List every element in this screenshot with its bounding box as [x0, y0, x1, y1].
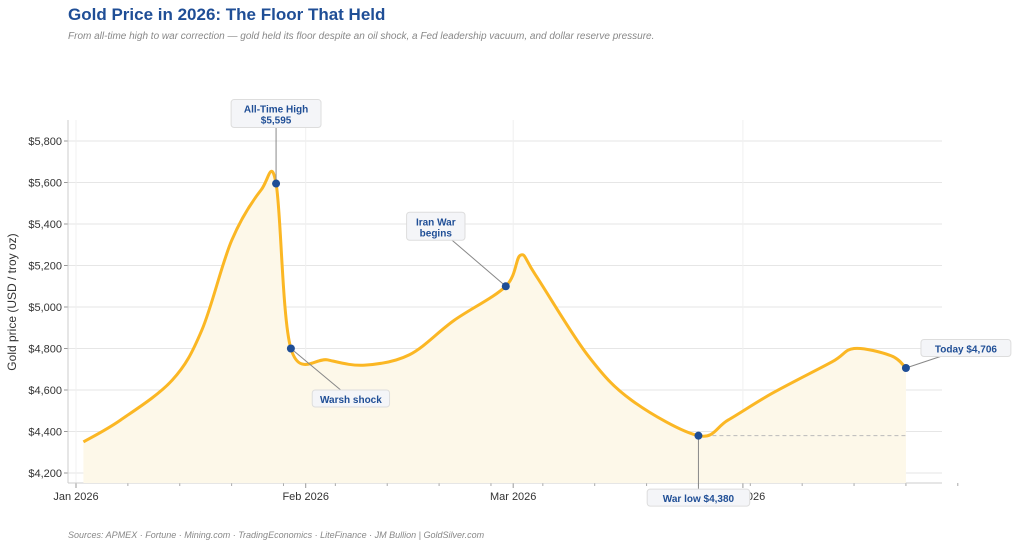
- annotation-box: [646, 488, 751, 507]
- chart-subtitle: From all-time high to war correction — g…: [68, 31, 655, 42]
- y-axis-label: Gold price (USD / troy oz): [5, 233, 19, 370]
- x-tick-label: Feb 2026: [282, 491, 328, 503]
- annotation-marker: [286, 344, 295, 353]
- annotation-marker: [901, 364, 910, 373]
- y-tick-label: $4,600: [28, 385, 62, 397]
- annotation-box: [920, 339, 1012, 358]
- annotation-label: All-Time High: [244, 105, 308, 116]
- annotation-marker: [694, 431, 703, 440]
- chart-title: Gold Price in 2026: The Floor That Held: [68, 5, 386, 24]
- annotation-marker: [272, 179, 281, 188]
- y-tick-label: $4,800: [28, 344, 62, 356]
- source-note: Sources: APMEX · Fortune · Mining.com · …: [68, 530, 485, 540]
- y-tick-label: $4,200: [28, 468, 62, 480]
- x-tick-label: Jan 2026: [53, 491, 98, 503]
- annotation-label: War low $4,380: [663, 494, 735, 505]
- annotation-label: begins: [420, 228, 453, 239]
- annotation-label: Today $4,706: [935, 345, 998, 356]
- annotation-box: [230, 99, 322, 129]
- annotation-box: [311, 389, 391, 408]
- y-tick-label: $5,200: [28, 261, 62, 273]
- x-tick-label: Mar 2026: [490, 491, 536, 503]
- annotation-label: Warsh shock: [320, 395, 382, 406]
- area-fill: [83, 171, 906, 483]
- y-tick-label: $5,800: [28, 136, 62, 148]
- annotation-marker: [501, 282, 510, 291]
- annotation-label: Iran War: [416, 217, 456, 228]
- annotation-label: $5,595: [261, 116, 292, 127]
- y-tick-label: $5,600: [28, 178, 62, 190]
- annotation-box: [406, 211, 466, 241]
- y-tick-label: $4,400: [28, 427, 62, 439]
- price-line: [82, 169, 907, 444]
- y-tick-label: $5,400: [28, 219, 62, 231]
- y-tick-label: $5,000: [28, 302, 62, 314]
